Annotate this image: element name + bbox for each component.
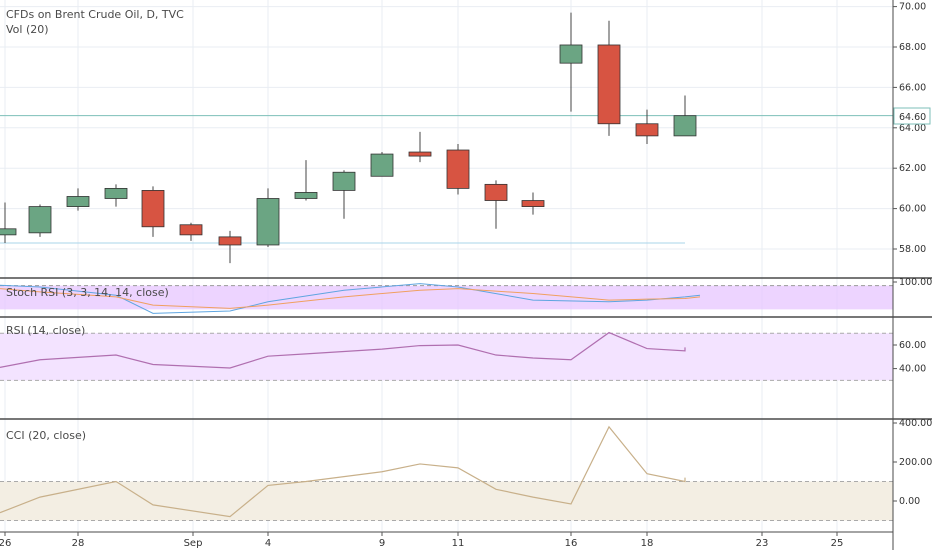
last-price-tag: 64.60	[893, 107, 931, 125]
price-axis[interactable]: 58.00 60.00 62.00 64.00 66.00 68.00 70.00 100.0…	[893, 2, 932, 507]
price-tick-label: 64.00	[899, 123, 926, 134]
cci-line	[0, 425, 686, 518]
candle[interactable]	[370, 152, 394, 177]
candle[interactable]	[446, 143, 470, 195]
candles[interactable]	[0, 12, 697, 264]
grid-lines	[0, 0, 893, 531]
time-tick-label: 26	[0, 538, 11, 549]
candle[interactable]	[673, 95, 697, 137]
cci-tick-label: 200.00	[899, 457, 932, 468]
cci-band	[0, 481, 893, 521]
rsi-tick-label: 60.00	[899, 340, 926, 351]
candle-body	[104, 187, 128, 199]
time-tick-label: 18	[641, 538, 654, 549]
price-tick-label: 62.00	[899, 163, 926, 174]
candle[interactable]	[484, 180, 508, 229]
price-tick-label: 66.00	[899, 82, 926, 93]
time-tick-label: 23	[756, 538, 769, 549]
time-tick-label: 25	[831, 538, 844, 549]
candle-body	[673, 115, 697, 137]
price-tick-label: 68.00	[899, 42, 926, 53]
candle-body	[179, 224, 203, 236]
stoch-d-line	[0, 288, 701, 309]
candle[interactable]	[28, 204, 52, 237]
indicator-bands	[0, 115, 893, 521]
rsi-tick-label: 40.00	[899, 364, 926, 375]
candle[interactable]	[66, 188, 90, 211]
candle[interactable]	[218, 230, 242, 264]
candle-body	[446, 149, 470, 189]
volume-label: Vol (20)	[6, 23, 49, 36]
candle-body	[28, 206, 52, 234]
stoch-tick-label: 100.00	[899, 277, 932, 288]
candle-body	[332, 171, 356, 191]
rsi-label: RSI (14, close)	[6, 324, 85, 337]
time-tick-label: 9	[379, 538, 385, 549]
candle[interactable]	[635, 109, 659, 144]
time-tick-label: 16	[565, 538, 578, 549]
candle[interactable]	[179, 222, 203, 241]
price-tick-label: 58.00	[899, 244, 926, 255]
indicator-lines	[0, 283, 701, 518]
candle-body	[256, 198, 280, 246]
time-tick-label: 4	[265, 538, 271, 549]
candle[interactable]	[559, 12, 583, 112]
candle[interactable]	[256, 188, 280, 247]
stoch-rsi-label: Stoch RSI (3, 3, 14, 14, close)	[6, 286, 169, 299]
rsi-line	[0, 331, 686, 369]
candle[interactable]	[408, 131, 432, 163]
candle[interactable]	[521, 192, 545, 215]
candle[interactable]	[0, 202, 17, 243]
candle-body	[294, 192, 318, 199]
candle-body	[66, 196, 90, 207]
time-tick-label: Sep	[184, 538, 203, 549]
candle-body	[559, 44, 583, 64]
cci-tick-label: 0.00	[899, 496, 920, 507]
rsi-band	[0, 333, 893, 381]
symbol-title: CFDs on Brent Crude Oil, D, TVC	[6, 8, 184, 21]
candle[interactable]	[104, 184, 128, 207]
candle-body	[218, 236, 242, 246]
candle[interactable]	[141, 186, 165, 237]
candle[interactable]	[332, 170, 356, 219]
candle[interactable]	[294, 160, 318, 201]
cci-label: CCI (20, close)	[6, 429, 86, 442]
candle-body	[141, 190, 165, 228]
time-axis[interactable]: 26 28 Sep 4 9 11 16 18 23 25	[0, 532, 843, 549]
last-price-tag-bg	[893, 107, 931, 125]
candle-body	[370, 153, 394, 177]
time-tick-label: 11	[452, 538, 465, 549]
candle-body	[521, 200, 545, 207]
candle-body	[0, 228, 17, 236]
cci-tick-label: 400.00	[899, 418, 932, 429]
candle-body	[484, 183, 508, 201]
candle-body	[635, 123, 659, 137]
stoch-band	[0, 285, 893, 310]
candle-body	[597, 44, 621, 125]
time-tick-label: 28	[72, 538, 85, 549]
price-tick-label: 60.00	[899, 204, 926, 215]
price-tick-label: 70.00	[899, 2, 926, 13]
candle-body	[408, 151, 432, 157]
candle[interactable]	[597, 20, 621, 136]
last-price-tag-text: 64.60	[899, 112, 926, 123]
